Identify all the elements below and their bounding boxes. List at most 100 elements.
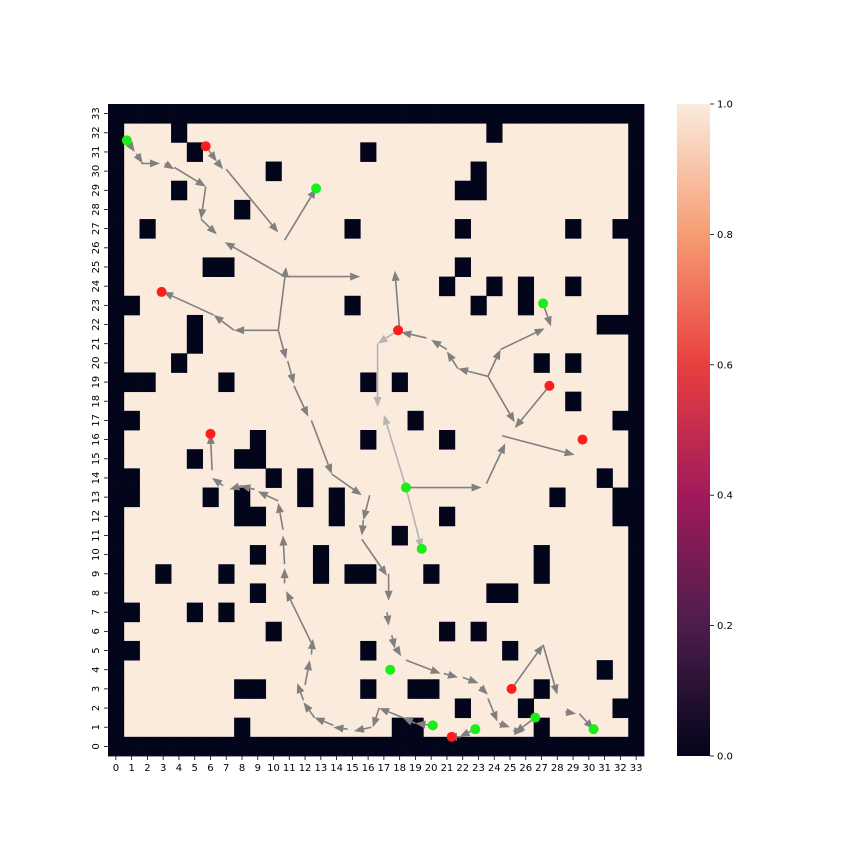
obstacle-cell bbox=[344, 564, 361, 584]
arrow-head bbox=[224, 242, 236, 251]
arrow-shaft bbox=[283, 196, 312, 241]
arrow-head bbox=[492, 349, 501, 361]
x-tick-label: 17 bbox=[378, 763, 391, 774]
path-arrow bbox=[542, 644, 559, 695]
obstacle-cell bbox=[502, 583, 519, 603]
obstacle-cell bbox=[439, 104, 456, 124]
x-tick-label: 4 bbox=[176, 763, 182, 774]
y-tick-label: 0 bbox=[91, 743, 102, 749]
obstacle-cell bbox=[517, 736, 535, 757]
obstacle-cell bbox=[186, 104, 203, 124]
path-arrow bbox=[213, 158, 224, 170]
y-tick-label: 24 bbox=[91, 280, 102, 293]
obstacle-cell bbox=[565, 219, 582, 239]
arrow-shaft bbox=[135, 153, 138, 156]
y-tick-label: 6 bbox=[91, 628, 102, 634]
obstacle-cell bbox=[139, 219, 156, 239]
goal-marker bbox=[470, 724, 481, 735]
arrow-head bbox=[446, 351, 456, 362]
obstacle-cell bbox=[281, 736, 298, 757]
arrow-shaft bbox=[405, 659, 432, 671]
obstacle-cell bbox=[108, 640, 125, 661]
obstacle-cell bbox=[533, 353, 550, 373]
path-arrow bbox=[225, 168, 279, 233]
path-arrow bbox=[487, 375, 515, 423]
obstacle-cell bbox=[628, 391, 645, 412]
obstacle-cell bbox=[108, 698, 125, 719]
obstacle-cell bbox=[186, 602, 203, 623]
goal-marker bbox=[530, 712, 541, 723]
arrow-shaft bbox=[485, 452, 502, 485]
obstacle-cell bbox=[628, 717, 645, 738]
arrow-head bbox=[373, 397, 382, 407]
obstacle-cell bbox=[533, 545, 550, 565]
obstacle-cell bbox=[533, 679, 550, 699]
x-axis-ticks: 0 1 2 3 4 5 6 7 8 9 10 11 12 13 14 15 16 17 18 19 20 21 22 23 24… bbox=[113, 756, 642, 774]
obstacle-cell bbox=[628, 257, 645, 277]
path-arrow bbox=[514, 385, 551, 429]
x-tick-label: 13 bbox=[314, 763, 327, 774]
path-arrow bbox=[388, 635, 397, 649]
arrow-shaft bbox=[279, 512, 284, 530]
arrow-shaft bbox=[266, 494, 279, 502]
obstacle-cell bbox=[328, 487, 345, 508]
obstacle-cell bbox=[312, 564, 330, 584]
start-marker bbox=[577, 434, 588, 445]
arrow-head bbox=[459, 728, 471, 737]
path-arrow bbox=[510, 644, 544, 690]
arrow-head bbox=[213, 158, 224, 170]
arrow-head bbox=[206, 224, 217, 235]
obstacle-cell bbox=[565, 353, 582, 373]
obstacle-cell bbox=[108, 334, 125, 354]
path-arrow bbox=[443, 670, 458, 679]
obstacle-cell bbox=[628, 506, 645, 527]
arrow-shaft bbox=[277, 330, 285, 350]
arrow-head bbox=[279, 348, 288, 359]
obstacle-cell bbox=[108, 353, 125, 373]
path-arrow bbox=[358, 520, 367, 536]
y-tick-label: 8 bbox=[91, 590, 102, 596]
obstacle-cell bbox=[123, 468, 140, 488]
path-arrow bbox=[293, 385, 309, 417]
obstacle-cell bbox=[596, 314, 613, 335]
y-tick-label: 3 bbox=[91, 686, 102, 692]
obstacle-cell bbox=[249, 679, 267, 699]
arrow-shaft bbox=[323, 720, 334, 727]
obstacle-cell bbox=[234, 104, 251, 124]
arrow-head bbox=[268, 222, 279, 233]
obstacle-cell bbox=[123, 372, 140, 393]
arrow-head bbox=[133, 152, 143, 164]
obstacle-cell bbox=[549, 736, 566, 757]
obstacle-cell bbox=[297, 487, 314, 508]
obstacle-cell bbox=[249, 430, 267, 450]
arrow-head bbox=[350, 272, 361, 281]
obstacle-cell bbox=[628, 410, 645, 431]
arrow-head bbox=[447, 670, 458, 679]
arrow-shaft bbox=[479, 686, 482, 689]
path-arrow bbox=[501, 434, 575, 457]
path-arrow bbox=[296, 683, 305, 701]
path-arrow bbox=[229, 482, 243, 491]
obstacle-cell bbox=[108, 545, 125, 565]
obstacle-cell bbox=[612, 506, 629, 527]
arrow-head bbox=[234, 326, 245, 335]
goal-marker bbox=[400, 482, 411, 493]
obstacle-cell bbox=[470, 161, 487, 182]
arrow-shaft bbox=[310, 648, 313, 655]
arrow-head bbox=[384, 590, 393, 601]
obstacle-cell bbox=[628, 123, 645, 143]
obstacle-cell bbox=[596, 468, 613, 488]
arrow-shaft bbox=[498, 722, 501, 725]
obstacle-cell bbox=[249, 545, 267, 565]
obstacle-cell bbox=[628, 161, 645, 182]
obstacle-cell bbox=[517, 276, 535, 297]
obstacle-cell bbox=[108, 391, 125, 412]
obstacle-cell bbox=[533, 564, 550, 584]
goal-marker bbox=[416, 543, 427, 554]
path-arrow bbox=[404, 483, 482, 492]
arrow-head bbox=[314, 717, 326, 726]
obstacle-cell bbox=[628, 621, 645, 642]
arrow-head bbox=[212, 477, 223, 487]
path-arrow bbox=[200, 218, 217, 235]
obstacle-cell bbox=[628, 219, 645, 239]
